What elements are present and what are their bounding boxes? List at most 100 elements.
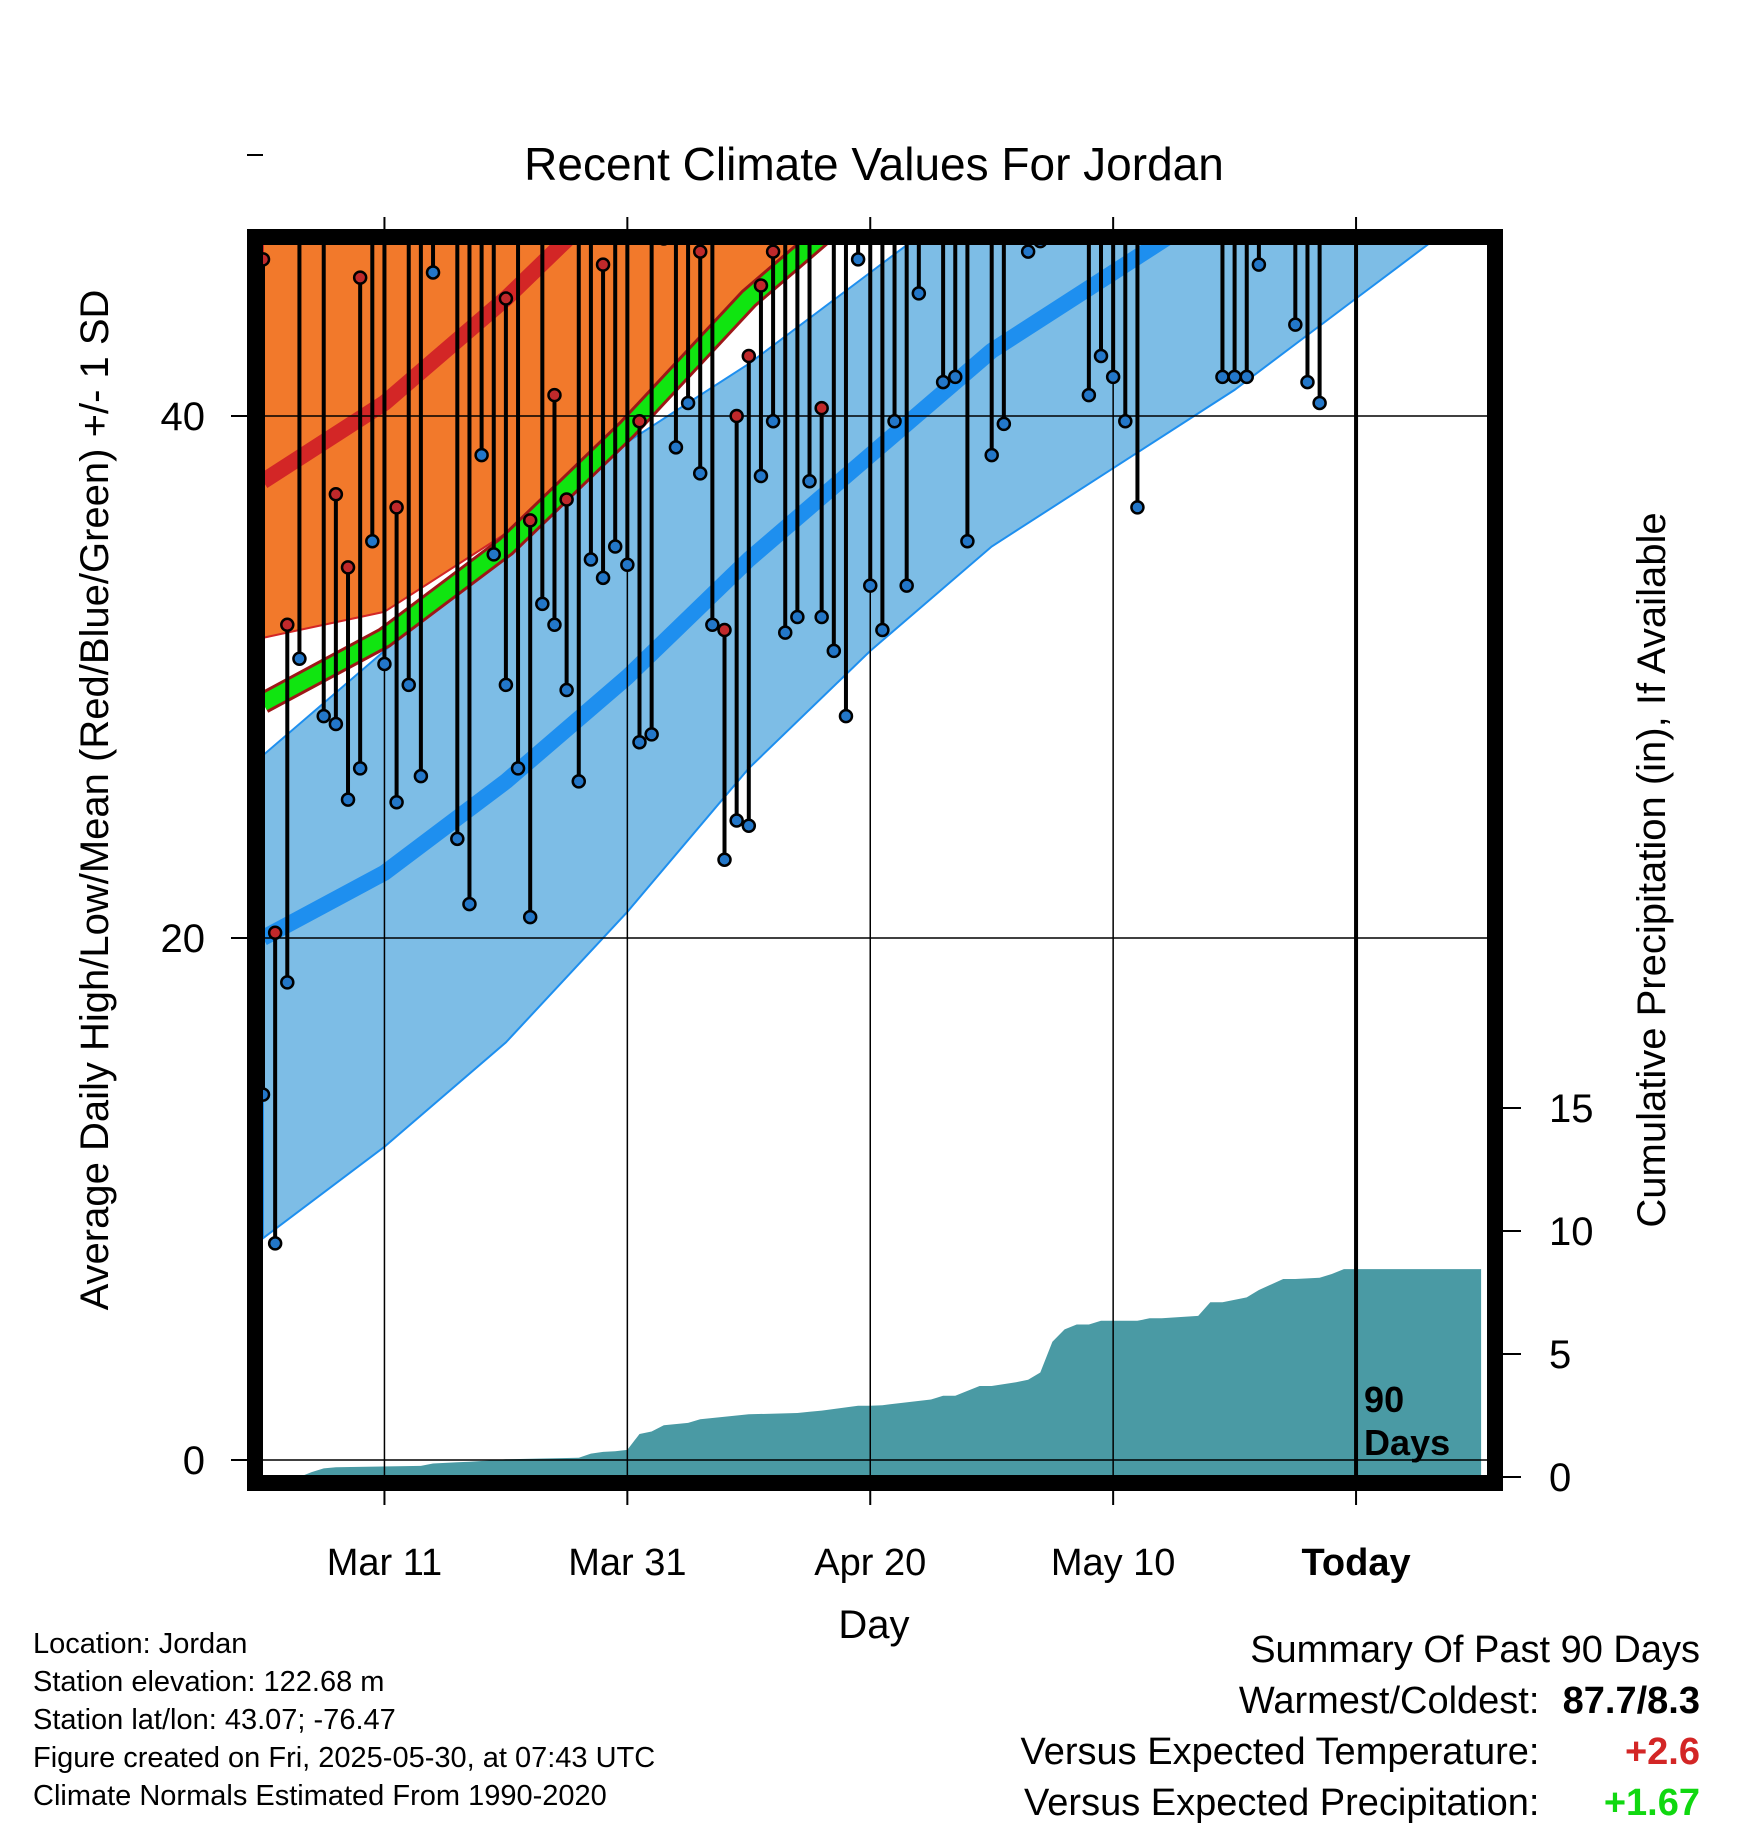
daily-low-point: [1118, 413, 1133, 429]
daily-low-point: [1204, 214, 1216, 226]
warmest-coldest-label: Warmest/Coldest:: [1238, 1680, 1540, 1722]
daily-low-point: [559, 682, 574, 698]
daily-high-point: [280, 617, 295, 633]
daily-low-point: [668, 440, 684, 455]
daily-low-point: [1265, 214, 1277, 226]
daily-low-point: [935, 374, 951, 390]
daily-low-point: [263, 1087, 271, 1102]
daily-low-point: [1251, 257, 1267, 272]
daily-high-point: [340, 560, 356, 575]
daily-high-point: [682, 0, 694, 4]
location-text: Location: Jordan: [33, 1628, 248, 1660]
daily-low-point: [753, 468, 769, 484]
chart-title: Recent Climate Values For Jordan: [524, 138, 1224, 190]
normal-low-band: [263, 245, 1429, 1240]
temperature-value: +2.6: [1624, 1731, 1700, 1773]
daily-low-point: [306, 206, 318, 218]
daily-low-point: [899, 578, 914, 593]
daily-high-point: [267, 925, 283, 941]
daily-low-point: [1239, 369, 1254, 385]
daily-low-point: [595, 570, 611, 586]
daily-low-point: [462, 896, 477, 912]
daily-high-point: [986, 97, 998, 109]
daily-low-point: [377, 656, 392, 672]
daily-high-point: [753, 278, 769, 293]
daily-low-point: [960, 534, 975, 549]
daily-low-point: [439, 149, 451, 161]
daily-low-point: [1312, 395, 1327, 411]
daily-low-point: [875, 622, 890, 638]
daily-low-point: [1059, 32, 1071, 44]
daily-low-point: [863, 578, 878, 593]
daily-low-point: [1288, 317, 1303, 332]
daily-low-point: [1192, 19, 1204, 31]
temperature-label: Versus Expected Temperature:: [1020, 1731, 1540, 1773]
daily-high-point: [765, 245, 781, 259]
daily-low-point: [777, 625, 793, 640]
daily-low-point: [887, 413, 902, 429]
daily-low-point: [1105, 369, 1121, 385]
y2-tick-label: 5: [1549, 1333, 1571, 1377]
daily-low-point: [1130, 500, 1145, 515]
daily-low-point: [680, 395, 696, 411]
daily-low-point: [911, 286, 927, 301]
daily-low-point: [401, 677, 416, 693]
daily-low-point: [450, 831, 465, 847]
summary-title: Summary Of Past 90 Days: [1250, 1629, 1700, 1671]
daily-high-point: [547, 387, 562, 403]
daily-high-point: [559, 492, 574, 507]
temperature-row: Versus Expected Temperature: +2.6: [1021, 1727, 1700, 1778]
daily-low-point: [1071, 37, 1083, 49]
daily-low-point: [425, 265, 441, 280]
daily-low-point: [1338, 58, 1350, 70]
daily-high-point: [632, 413, 647, 429]
daily-high-point: [293, 123, 305, 135]
daily-low-point: [741, 818, 757, 834]
daily-low-point: [498, 677, 514, 693]
x-tick-label: Apr 20: [814, 1542, 926, 1584]
y-axis-label: Average Daily High/Low/Mean (Red/Blue/Gr…: [73, 290, 117, 1311]
daily-high-point: [1253, 58, 1265, 70]
daily-low-point: [1034, 245, 1047, 249]
daily-low-point: [607, 539, 623, 554]
daily-low-point: [984, 447, 999, 463]
daily-low-point: [328, 716, 344, 732]
daily-low-point: [365, 534, 380, 549]
y-tick-label: 40: [161, 395, 206, 439]
daily-low-point: [948, 369, 963, 385]
daily-low-point: [352, 761, 368, 776]
latlon-text: Station lat/lon: 43.07; -76.47: [33, 1704, 396, 1736]
daily-low-point: [826, 643, 842, 659]
precipitation-value: +1.67: [1603, 1782, 1700, 1824]
daily-low-point: [729, 813, 744, 828]
precipitation-row: Versus Expected Precipitation: +1.67: [1021, 1778, 1700, 1829]
warmest-coldest-value: 87.7/8.3: [1562, 1680, 1700, 1722]
daily-high-point: [522, 513, 538, 528]
warmest-coldest-row: Warmest/Coldest: 87.7/8.3: [1021, 1676, 1700, 1727]
today-annotation-days: Days: [1364, 1422, 1450, 1463]
daily-low-point: [267, 1236, 283, 1251]
y-tick-label: 0: [183, 1439, 205, 1483]
y2-tick-label: 0: [1549, 1456, 1571, 1500]
daily-low-point: [583, 552, 599, 567]
daily-low-point: [850, 252, 866, 267]
cumulative-precipitation-area: [304, 1269, 1482, 1475]
x-tick-label: Today: [1302, 1542, 1411, 1584]
y-tick-label: 20: [161, 917, 206, 961]
daily-low-point: [522, 909, 538, 925]
daily-low-point: [1215, 369, 1230, 385]
daily-low-point: [535, 596, 550, 612]
daily-low-point: [814, 609, 829, 625]
elevation-text: Station elevation: 122.68 m: [33, 1666, 385, 1698]
daily-low-point: [717, 852, 732, 867]
daily-low-point: [389, 795, 404, 810]
daily-high-point: [692, 245, 708, 259]
daily-low-point: [1144, 45, 1156, 57]
x-tick-label: May 10: [1051, 1542, 1176, 1584]
daily-low-point: [790, 609, 805, 625]
daily-low-point: [1081, 387, 1097, 403]
x-axis-label: Day: [838, 1603, 909, 1647]
